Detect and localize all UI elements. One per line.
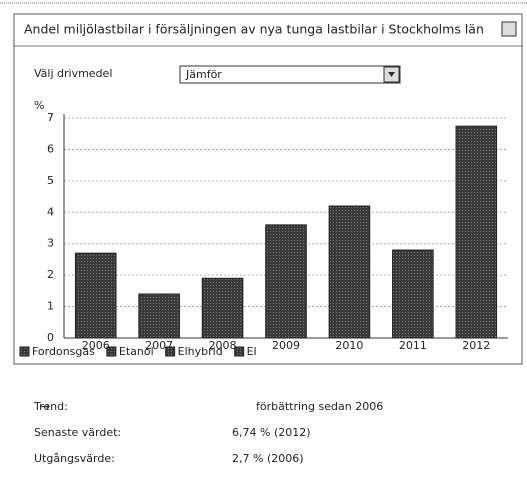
- dropdown-value: Jämför: [185, 68, 222, 81]
- y-tick-label: 3: [47, 237, 54, 250]
- trend-arrow: →: [40, 400, 50, 414]
- summary-label: Trend:: [33, 400, 68, 413]
- legend-label: Fordonsgas: [32, 345, 95, 358]
- dropdown-arrow: [388, 72, 395, 77]
- summary-value: förbättring sedan 2006: [256, 400, 383, 413]
- panel-title: Andel miljölastbilar i försäljningen av …: [24, 22, 484, 37]
- summary-label: Senaste värdet:: [34, 426, 121, 439]
- selector-label: Välj drivmedel: [34, 67, 112, 80]
- x-tick-label: 2008: [209, 339, 237, 352]
- bar: [392, 249, 434, 339]
- y-tick-label: 4: [47, 205, 54, 218]
- bar: [201, 277, 244, 339]
- legend-swatch: [106, 346, 117, 357]
- close-button[interactable]: [501, 21, 517, 37]
- panel: [13, 13, 523, 365]
- legend-label: Elhybrid: [178, 345, 223, 358]
- y-tick-label: 0: [47, 331, 54, 344]
- y-tick-label: 5: [47, 174, 54, 187]
- bar: [455, 125, 498, 339]
- legend-label: Etanol: [119, 345, 154, 358]
- x-tick-label: 2011: [399, 339, 427, 352]
- bar: [328, 205, 371, 339]
- bar: [74, 252, 117, 339]
- legend-swatch: [234, 346, 245, 357]
- legend-label: El: [247, 345, 257, 358]
- summary-label: Utgångsvärde:: [34, 452, 115, 465]
- y-tick-label: 2: [47, 268, 54, 281]
- x-tick-label: 2006: [82, 339, 110, 352]
- y-tick-label: 1: [47, 300, 54, 313]
- bar: [138, 293, 180, 339]
- x-tick-label: 2010: [335, 339, 363, 352]
- bar: [265, 224, 307, 339]
- y-axis-label: %: [34, 99, 44, 112]
- y-tick-label: 7: [47, 111, 54, 124]
- summary-value: 6,74 % (2012): [232, 426, 311, 439]
- dropdown[interactable]: [179, 65, 401, 84]
- x-tick-label: 2009: [272, 339, 300, 352]
- legend-swatch: [165, 346, 176, 357]
- summary-value: 2,7 % (2006): [232, 452, 304, 465]
- y-tick-label: 6: [47, 142, 54, 155]
- x-tick-label: 2012: [462, 339, 490, 352]
- legend-swatch: [19, 346, 30, 357]
